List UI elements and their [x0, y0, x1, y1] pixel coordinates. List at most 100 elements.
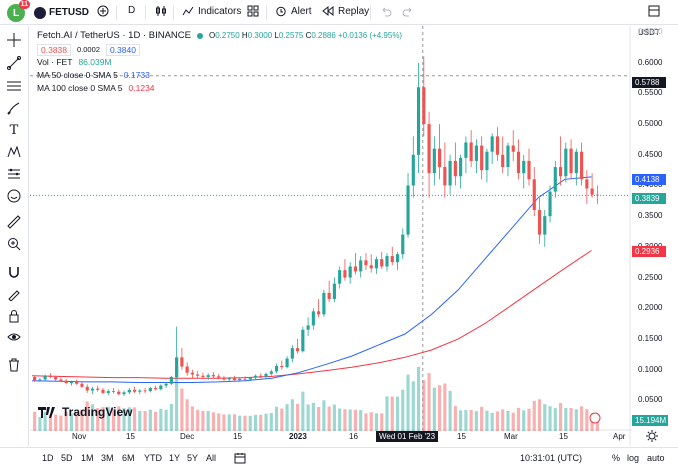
- volume-bar: [490, 412, 494, 431]
- candle-body: [438, 148, 442, 168]
- range-1d[interactable]: 1D: [42, 453, 54, 463]
- volume-bar: [285, 404, 289, 431]
- volume-bar: [69, 413, 74, 431]
- replay-button[interactable]: Replay: [322, 5, 369, 17]
- volume-bar: [516, 407, 521, 431]
- user-avatar[interactable]: L 11: [7, 0, 30, 22]
- candle-body: [485, 151, 489, 171]
- visibility-tool[interactable]: [6, 329, 22, 345]
- zoom-tool[interactable]: [6, 236, 22, 252]
- trendline-icon: [7, 56, 21, 70]
- volume-bar: [106, 406, 110, 431]
- ma100-legend-value: 0.1234: [128, 83, 155, 93]
- volume-bar: [122, 408, 126, 431]
- text-tool[interactable]: T: [6, 122, 22, 138]
- volume-bar: [264, 413, 268, 431]
- range-5d[interactable]: 5D: [61, 453, 73, 463]
- indicators-label: Indicators: [198, 5, 242, 17]
- volume-bar: [359, 410, 363, 431]
- alert-button[interactable]: Alert: [275, 5, 312, 17]
- volume-bar: [259, 414, 263, 431]
- ma100-legend-label[interactable]: MA 100 close 0 SMA 5: [37, 83, 123, 93]
- candle-body: [317, 311, 321, 315]
- range-5y[interactable]: 5Y: [187, 453, 199, 463]
- indicators-button[interactable]: Indicators: [182, 5, 241, 17]
- range-1y[interactable]: 1Y: [169, 453, 181, 463]
- range-6m[interactable]: 6M: [122, 453, 135, 463]
- fib-tool[interactable]: [6, 78, 22, 94]
- currency-label[interactable]: USDT: [638, 28, 660, 37]
- brush-tool[interactable]: [6, 100, 22, 116]
- candle-body: [385, 256, 389, 267]
- date-range-icon[interactable]: [234, 452, 246, 464]
- layout-button[interactable]: [648, 5, 660, 17]
- volume-bar: [180, 388, 184, 431]
- volume-bar: [43, 411, 47, 431]
- candle-body: [196, 374, 200, 376]
- pattern-tool[interactable]: [6, 144, 22, 160]
- indicators-icon: [182, 6, 194, 16]
- log-toggle[interactable]: log: [627, 453, 640, 463]
- text-icon: T: [9, 122, 19, 138]
- candle-body: [190, 372, 194, 375]
- symbol-search[interactable]: FETUSD: [34, 4, 89, 21]
- volume-bar: [480, 406, 484, 431]
- candle-body: [448, 160, 452, 186]
- volume-bar: [585, 409, 589, 431]
- remove-drawings-tool[interactable]: [6, 357, 22, 373]
- prediction-tool[interactable]: [6, 166, 22, 182]
- volume-bar: [595, 416, 599, 431]
- drawing-toolbar: T: [0, 26, 29, 446]
- templates-button[interactable]: [247, 5, 259, 17]
- lock-icon: [9, 310, 19, 323]
- auto-toggle[interactable]: auto: [647, 453, 665, 463]
- add-symbol-button[interactable]: [97, 5, 109, 17]
- clock-display[interactable]: 10:31:01 (UTC): [520, 453, 583, 463]
- emoji-tool[interactable]: [6, 188, 22, 204]
- range-1m[interactable]: 1M: [81, 453, 94, 463]
- time-label-apr: Apr: [613, 432, 626, 441]
- candle-body: [306, 325, 310, 330]
- candle-body: [280, 365, 284, 368]
- sell-price-box[interactable]: 0.3838: [37, 43, 71, 56]
- lock-tool[interactable]: [6, 308, 22, 324]
- ohlc-values: O0.2750 H0.3000 L0.2575 C0.2886 +0.0136 …: [208, 31, 403, 40]
- range-3m[interactable]: 3M: [101, 453, 114, 463]
- trendline-tool[interactable]: [6, 55, 22, 71]
- candle-body: [169, 376, 173, 384]
- volume-bar: [432, 387, 436, 431]
- crosshair-tool[interactable]: [6, 32, 22, 48]
- volume-bar: [322, 400, 326, 431]
- lock-drawings-tool[interactable]: [6, 286, 22, 302]
- candle-body: [537, 210, 542, 235]
- buy-price-box[interactable]: 0.3840: [105, 43, 140, 56]
- ma100-line: [31, 250, 592, 379]
- redo-button[interactable]: [402, 5, 414, 17]
- range-ytd[interactable]: YTD: [144, 453, 162, 463]
- volume-bar: [411, 381, 415, 431]
- candle-body: [117, 391, 121, 395]
- percent-toggle[interactable]: %: [612, 453, 621, 463]
- candle-body: [185, 366, 189, 373]
- chart-type-button[interactable]: [155, 5, 167, 17]
- ma50-legend-value: 0.1733: [123, 70, 150, 80]
- candle-body: [143, 390, 147, 392]
- symbol-title[interactable]: Fetch.AI / TetherUS · 1D · BINANCE: [37, 30, 191, 41]
- ma50-legend-label[interactable]: MA 50 close 0 SMA 5: [37, 70, 118, 80]
- volume-bar: [558, 403, 563, 431]
- volume-legend-label[interactable]: Vol · FET: [37, 57, 73, 67]
- interval-button[interactable]: D: [128, 5, 135, 16]
- crosshair-icon: [7, 33, 21, 47]
- undo-button[interactable]: [380, 5, 392, 17]
- time-label-nov: Nov: [72, 432, 87, 441]
- volume-bar: [48, 414, 52, 431]
- volume-bar: [443, 383, 447, 431]
- settings-gear-icon[interactable]: [645, 429, 659, 443]
- magnet-tool[interactable]: [6, 264, 22, 280]
- layout-icon: [648, 5, 660, 17]
- measure-tool[interactable]: [6, 214, 22, 230]
- range-all[interactable]: All: [206, 453, 217, 463]
- chart-canvas[interactable]: [30, 26, 632, 446]
- volume-bar: [332, 404, 336, 431]
- market-status-dot: [196, 32, 203, 39]
